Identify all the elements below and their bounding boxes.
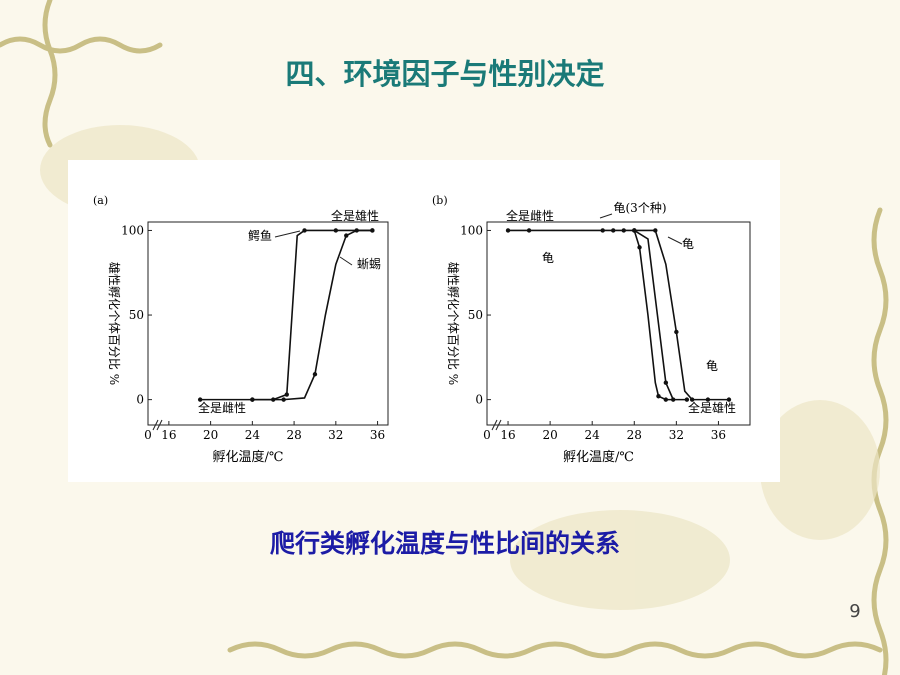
vine xyxy=(42,0,58,148)
y-axis-label: 雄性孵化个体百分比 % xyxy=(107,262,122,385)
y-tick-label: 0 xyxy=(475,393,483,407)
annotation: 全是雄性 xyxy=(688,400,736,415)
x-tick-label: 20 xyxy=(542,428,557,442)
vine xyxy=(871,207,889,675)
annotation-leader xyxy=(599,213,613,219)
annotation-leader xyxy=(274,230,301,238)
data-point xyxy=(674,329,679,335)
data-point xyxy=(656,394,661,399)
data-point xyxy=(344,233,349,238)
annotation: 全是雄性 xyxy=(331,208,379,223)
plot-frame xyxy=(147,221,389,426)
page-number: 9 xyxy=(849,601,860,622)
data-point xyxy=(333,228,339,233)
annotation: 龟(3个种) xyxy=(614,201,667,215)
annotation: 龟 xyxy=(706,359,718,373)
series-line xyxy=(633,229,674,400)
caption: 爬行类孵化温度与性比间的关系 xyxy=(270,529,620,558)
data-point xyxy=(705,397,711,402)
y-tick-label: 100 xyxy=(460,223,483,237)
data-point xyxy=(197,397,203,402)
x-tick-label: 32 xyxy=(328,428,343,442)
vine xyxy=(0,36,163,54)
panel-label: (a) xyxy=(93,194,108,207)
series-line xyxy=(634,229,729,401)
plot-frame xyxy=(486,221,751,426)
data-point xyxy=(281,397,286,402)
data-point xyxy=(526,228,532,233)
y-axis-label: 雄性孵化个体百分比 % xyxy=(446,262,461,385)
data-point xyxy=(354,228,359,233)
data-point xyxy=(302,228,307,233)
annotation: 鳄鱼 xyxy=(248,229,272,243)
annotation: 龟 xyxy=(542,251,554,265)
panel-label: (b) xyxy=(432,194,448,207)
y-tick-label: 50 xyxy=(129,308,144,322)
data-point xyxy=(671,397,676,402)
blossom xyxy=(510,510,730,610)
x-tick-label: 32 xyxy=(669,428,684,442)
annotation: 蜥蜴 xyxy=(357,256,381,271)
chart: (a) 0 16 20 24 28 32 36 0 50 100 孵化温度/℃ 雄性孵化个体百分比 % 全… xyxy=(93,194,389,465)
data-point xyxy=(689,397,695,402)
data-point xyxy=(370,228,375,233)
axis-break xyxy=(491,419,502,431)
x-axis-label: 孵化温度/℃ xyxy=(563,449,634,465)
x-tick-label: 36 xyxy=(711,428,726,442)
data-point xyxy=(312,372,318,377)
series-line xyxy=(252,229,373,401)
annotation: 全是雌性 xyxy=(198,400,246,415)
data-point xyxy=(653,228,658,233)
data-point xyxy=(726,397,732,402)
data-point xyxy=(250,397,255,402)
data-point xyxy=(611,228,616,233)
data-point xyxy=(621,228,626,233)
x-tick-label: 28 xyxy=(627,428,642,442)
x-tick-label: 24 xyxy=(245,428,261,442)
slide-title: 四、环境因子与性别决定 xyxy=(285,57,604,91)
annotation-leader xyxy=(667,236,683,245)
data-point xyxy=(663,380,669,385)
data-point xyxy=(637,245,642,250)
axis-break xyxy=(152,419,163,431)
vine xyxy=(227,641,883,659)
chart: (b) 0 16 20 24 28 32 36 0 50 100 孵化温度/℃ 雄性孵化个体百分比 % 全… xyxy=(432,194,751,465)
y-tick-label: 0 xyxy=(136,393,144,407)
data-point xyxy=(684,397,690,402)
data-point xyxy=(600,228,605,233)
x-tick-label: 28 xyxy=(286,428,301,442)
data-point xyxy=(663,397,669,402)
annotation-leader xyxy=(339,256,353,266)
data-point xyxy=(505,228,511,233)
x-tick-label: 16 xyxy=(500,428,515,442)
x-tick-label: 36 xyxy=(370,428,385,442)
axis-break-label: 0 xyxy=(483,428,491,442)
axis-break-label: 0 xyxy=(144,428,152,442)
data-point xyxy=(632,228,637,233)
x-tick-label: 24 xyxy=(585,428,601,442)
y-tick-label: 50 xyxy=(468,308,483,322)
x-axis-label: 孵化温度/℃ xyxy=(213,449,284,465)
y-tick-label: 100 xyxy=(121,223,144,237)
annotation: 全是雌性 xyxy=(506,208,554,223)
blossom xyxy=(760,400,880,540)
annotation: 龟 xyxy=(682,237,694,251)
x-tick-label: 20 xyxy=(203,428,218,442)
data-point xyxy=(284,392,289,397)
x-tick-label: 16 xyxy=(161,428,176,442)
figure-background xyxy=(68,160,780,482)
